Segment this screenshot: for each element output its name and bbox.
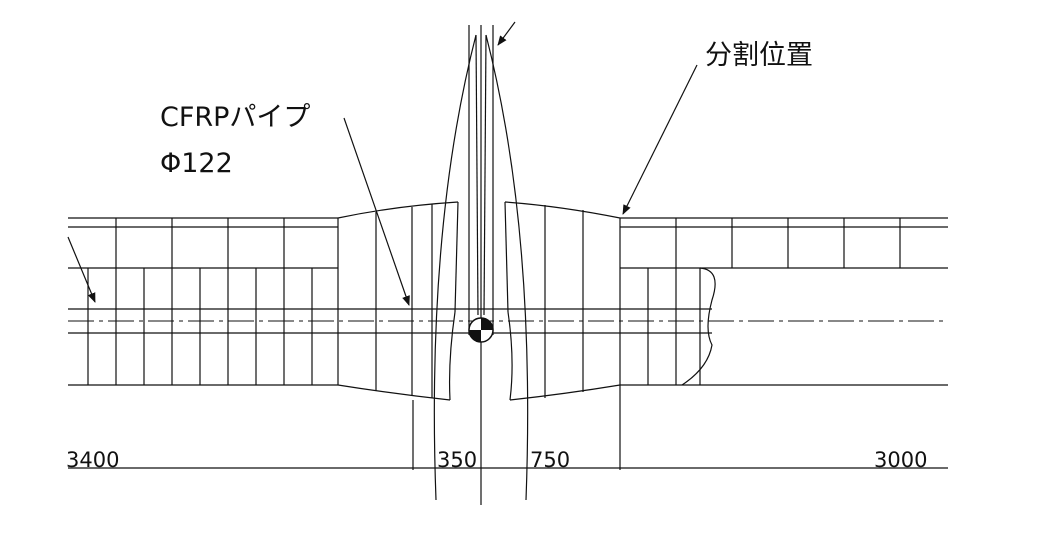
dimension-350: 350: [437, 448, 478, 472]
center-of-gravity-symbol: [468, 317, 494, 343]
left-wing-section: [67, 217, 339, 386]
cfrp-pipe-leader: [343, 117, 410, 306]
center-boom: [433, 21, 529, 505]
right-root-section: [504, 201, 621, 401]
dimension-750: 750: [530, 448, 571, 472]
dimension-3000: 3000: [874, 448, 928, 472]
split-position-label: 分割位置: [705, 40, 813, 71]
split-position-leader: [622, 64, 698, 215]
dimension-3400: 3400: [66, 448, 120, 472]
left-root-section: [337, 201, 459, 401]
cfrp-pipe: [68, 308, 948, 334]
dimension-lines: [68, 385, 948, 470]
cfrp-pipe-label: CFRPパイプ: [160, 102, 311, 133]
right-wing-section: [620, 217, 948, 386]
pipe-diameter-label: Φ122: [160, 148, 233, 179]
